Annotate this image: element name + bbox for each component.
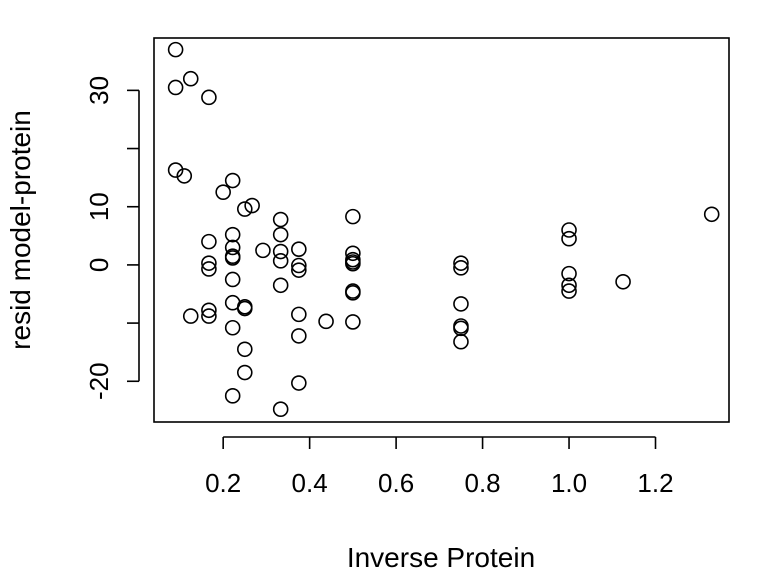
data-point	[224, 172, 241, 189]
data-point	[345, 285, 361, 301]
data-point	[167, 41, 184, 58]
data-point	[224, 250, 241, 266]
data-point	[201, 261, 217, 277]
x-tick-label: 0.6	[378, 468, 414, 498]
data-point	[345, 255, 361, 272]
data-point	[291, 257, 307, 274]
data-point	[236, 341, 253, 358]
data-point	[453, 255, 469, 271]
y-axis: -20 0 10 30	[84, 76, 140, 400]
data-point	[224, 239, 241, 256]
y-tick-label: -20	[84, 362, 114, 400]
data-point	[291, 306, 307, 323]
data-point	[291, 375, 307, 391]
data-point	[215, 184, 231, 200]
data-point	[224, 388, 241, 404]
data-point	[703, 206, 720, 223]
y-tick-label: 0	[84, 258, 114, 272]
y-axis-title: resid model-protein	[5, 110, 36, 350]
data-point	[244, 197, 260, 214]
data-point	[561, 277, 577, 294]
data-point	[453, 296, 469, 312]
data-point	[272, 253, 289, 269]
x-axis-title: Inverse Protein	[347, 542, 535, 573]
data-point	[615, 273, 631, 290]
data-point	[236, 300, 253, 317]
data-point	[182, 70, 199, 87]
y-tick-label: 30	[84, 76, 114, 105]
data-point	[236, 364, 253, 381]
data-point	[167, 162, 184, 178]
data-point	[182, 308, 199, 324]
x-axis: 0.2 0.4 0.6 0.8 1.0 1.2	[205, 436, 674, 498]
data-point	[318, 313, 334, 330]
data-point	[345, 208, 361, 225]
data-point	[453, 260, 469, 276]
x-tick-label: 0.4	[292, 468, 328, 498]
data-point	[345, 314, 361, 330]
data-point	[201, 302, 217, 319]
data-point	[345, 245, 361, 262]
data-point	[272, 277, 289, 294]
data-point	[561, 265, 577, 282]
x-tick-label: 0.8	[464, 468, 500, 498]
data-point	[176, 168, 193, 184]
data-point	[291, 241, 307, 257]
data-point	[236, 201, 253, 217]
data-point	[561, 230, 577, 247]
data-point	[453, 333, 469, 350]
data-point	[201, 233, 217, 250]
data-point	[201, 89, 217, 106]
plot-frame	[153, 37, 730, 423]
data-point	[272, 243, 289, 260]
data-point	[167, 79, 184, 96]
data-point	[255, 242, 271, 259]
data-point	[291, 328, 307, 344]
x-tick-label: 1.2	[637, 468, 673, 498]
x-tick-label: 1.0	[551, 468, 587, 498]
data-point	[272, 211, 289, 228]
data-point	[224, 271, 241, 288]
data-point	[561, 283, 577, 299]
data-point	[201, 255, 217, 271]
x-tick-label: 0.2	[205, 468, 241, 498]
data-points	[167, 41, 720, 418]
data-point	[561, 222, 577, 238]
data-point	[291, 262, 307, 278]
data-point	[224, 226, 241, 243]
y-tick-label: 10	[84, 192, 114, 221]
data-point	[272, 401, 289, 418]
data-point	[201, 308, 217, 324]
data-point	[224, 319, 241, 336]
data-point	[272, 226, 289, 243]
